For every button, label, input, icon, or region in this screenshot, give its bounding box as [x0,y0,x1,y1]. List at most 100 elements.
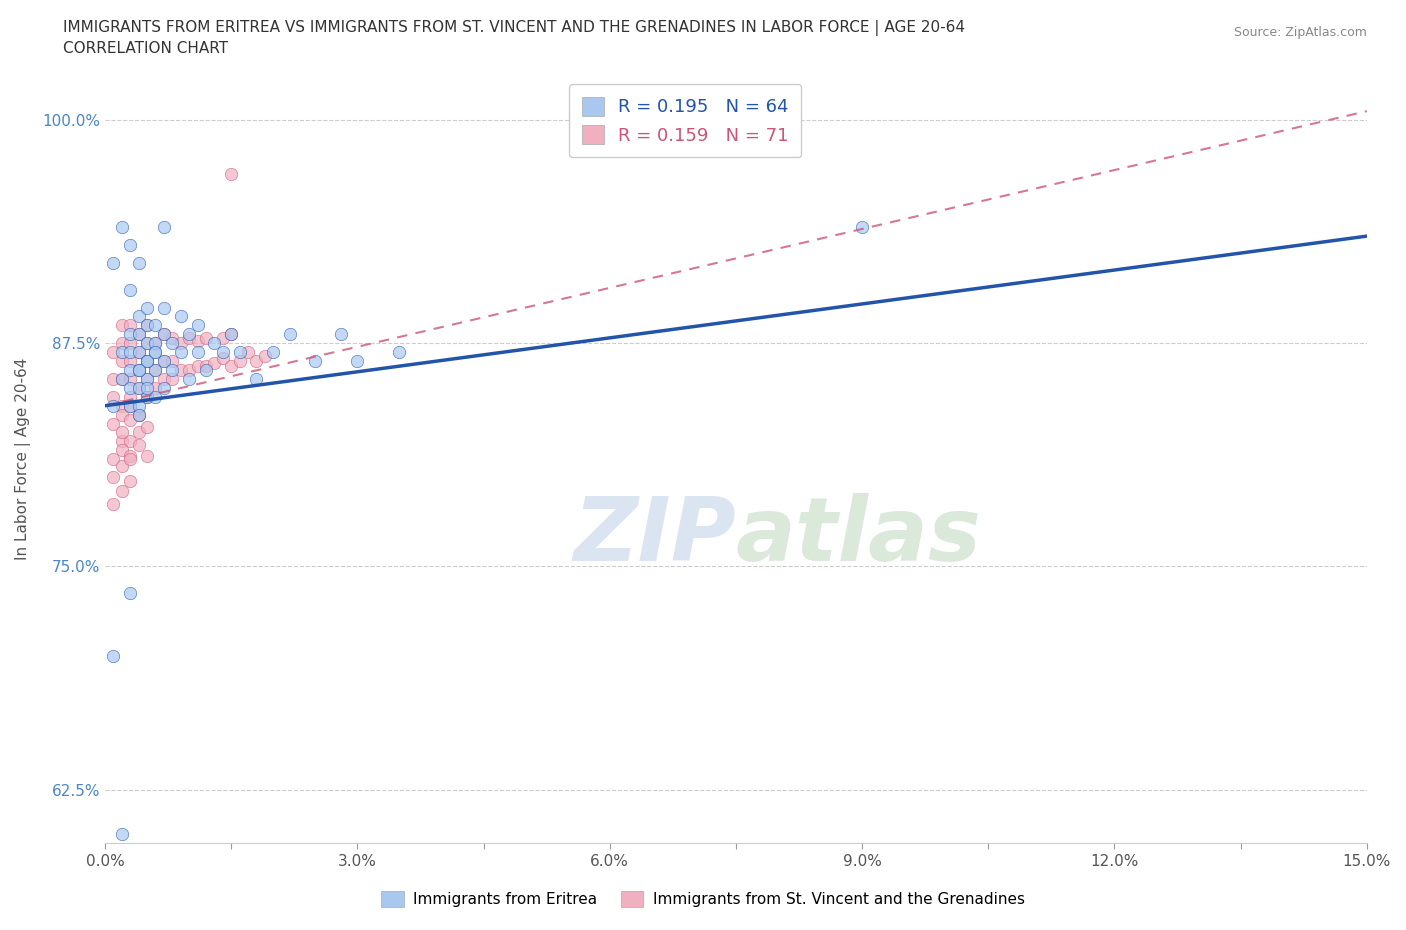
Point [120,434,142,449]
Point [194,359,217,374]
Point [128,256,150,271]
Text: Source: ZipAtlas.com: Source: ZipAtlas.com [1233,26,1367,39]
Point [170,345,193,360]
Point [128,425,150,440]
Point [128,326,150,341]
Point [136,371,159,386]
Point [128,407,150,422]
Point [120,237,142,252]
Point [120,390,142,405]
Point [136,371,159,386]
Point [120,282,142,297]
Point [128,380,150,395]
Point [145,363,167,378]
Point [202,336,225,351]
Point [219,166,242,181]
Point [103,470,125,485]
Point [111,484,134,498]
Point [120,371,142,386]
Point [162,363,184,378]
Point [145,336,167,351]
Y-axis label: In Labor Force | Age 20-64: In Labor Force | Age 20-64 [15,358,31,561]
Point [851,219,873,234]
Point [186,318,208,333]
Point [170,309,193,324]
Point [120,353,142,368]
Point [111,353,134,368]
Point [111,425,134,440]
Point [111,219,134,234]
Point [103,452,125,467]
Point [153,380,176,395]
Point [278,326,301,341]
Point [111,459,134,474]
Point [120,586,142,601]
Point [162,336,184,351]
Point [186,345,208,360]
Point [245,353,267,368]
Point [170,336,193,351]
Point [120,326,142,341]
Point [128,398,150,413]
Point [111,434,134,449]
Point [194,363,217,378]
Point [128,345,150,360]
Text: ZIP: ZIP [574,493,735,579]
Point [177,371,200,386]
Point [136,390,159,405]
Point [228,353,250,368]
Point [111,371,134,386]
Point [128,363,150,378]
Point [219,359,242,374]
Point [304,353,326,368]
Point [219,326,242,341]
Point [145,345,167,360]
Point [103,497,125,512]
Point [136,353,159,368]
Point [120,318,142,333]
Point [177,326,200,341]
Point [145,345,167,360]
Point [120,345,142,360]
Point [153,219,176,234]
Point [136,336,159,351]
Point [128,407,150,422]
Point [145,363,167,378]
Point [103,256,125,271]
Point [136,300,159,315]
Point [228,345,250,360]
Point [128,380,150,395]
Point [245,371,267,386]
Point [136,419,159,434]
Point [103,398,125,413]
Point [162,330,184,345]
Point [103,416,125,431]
Point [128,363,150,378]
Point [162,371,184,386]
Point [211,330,233,345]
Point [120,452,142,467]
Point [153,353,176,368]
Point [120,380,142,395]
Point [145,336,167,351]
Legend: Immigrants from Eritrea, Immigrants from St. Vincent and the Grenadines: Immigrants from Eritrea, Immigrants from… [375,884,1031,913]
Point [186,359,208,374]
Point [103,390,125,405]
Point [103,648,125,663]
Point [136,353,159,368]
Point [177,363,200,378]
Point [136,380,159,395]
Point [128,437,150,452]
Point [153,300,176,315]
Point [219,326,242,341]
Point [177,330,200,345]
Point [128,326,150,341]
Point [153,371,176,386]
Point [120,363,142,378]
Point [162,353,184,368]
Point [111,827,134,842]
Point [136,336,159,351]
Point [111,336,134,351]
Point [136,318,159,333]
Point [145,380,167,395]
